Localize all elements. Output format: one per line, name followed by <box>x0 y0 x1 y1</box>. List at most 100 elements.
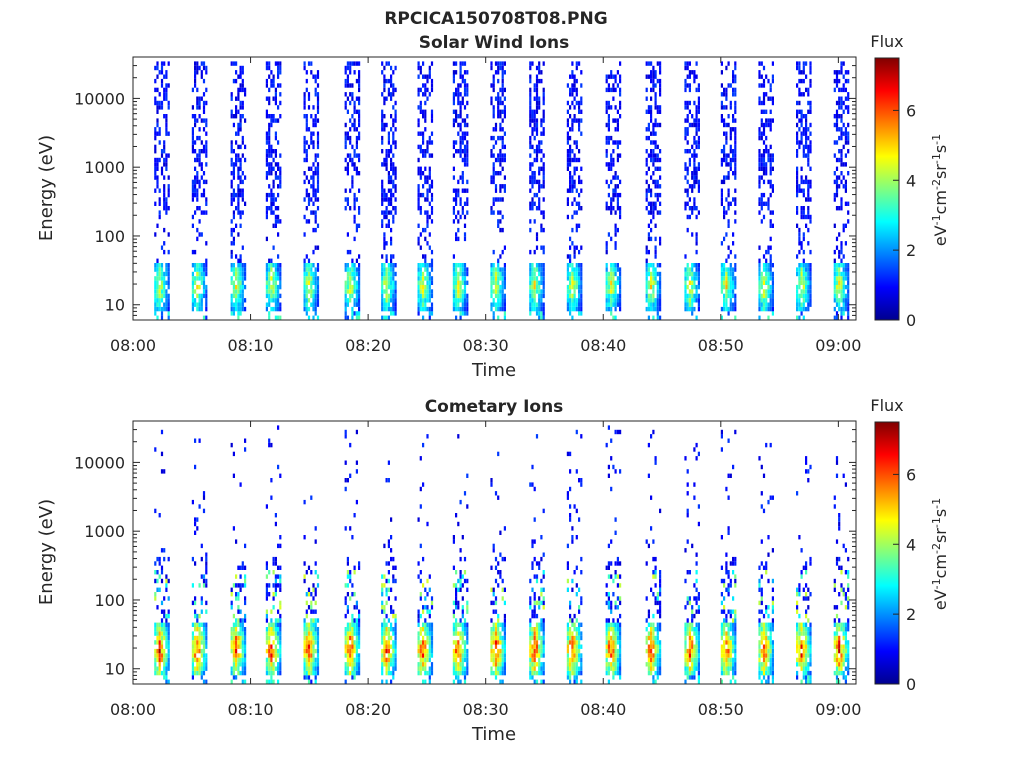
heatmap-cell <box>273 649 275 653</box>
heatmap-cell <box>168 610 170 614</box>
heatmap-cell <box>696 276 698 280</box>
heatmap-cell <box>196 636 198 640</box>
heatmap-cell <box>798 267 800 271</box>
heatmap-cell <box>306 114 308 118</box>
heatmap-cell <box>847 263 849 267</box>
heatmap-cell <box>266 61 268 65</box>
heatmap-cell <box>495 127 497 131</box>
heatmap-cell <box>268 140 270 144</box>
heatmap-cell <box>205 653 207 657</box>
heatmap-cell <box>801 294 803 298</box>
heatmap-cell <box>392 311 394 315</box>
heatmap-cell <box>763 202 765 206</box>
heatmap-cell <box>796 167 798 171</box>
heatmap-cell <box>772 263 774 267</box>
heatmap-cell <box>395 311 397 315</box>
heatmap-cell <box>652 294 654 298</box>
heatmap-cell <box>606 105 608 109</box>
heatmap-cell <box>358 171 360 175</box>
heatmap-cell <box>161 307 163 311</box>
heatmap-cell <box>462 149 464 153</box>
heatmap-cell <box>840 61 842 65</box>
heatmap-cell <box>429 276 431 280</box>
heatmap-cell <box>154 167 156 171</box>
heatmap-cell <box>235 267 237 271</box>
heatmap-cell <box>192 631 194 635</box>
heatmap-cell <box>650 140 652 144</box>
heatmap-cell <box>540 289 542 293</box>
heatmap-cell <box>770 263 772 267</box>
heatmap-cell <box>203 640 205 644</box>
heatmap-cell <box>308 566 310 570</box>
heatmap-cell <box>426 97 428 101</box>
heatmap-cell <box>499 114 501 118</box>
heatmap-cell <box>610 285 612 289</box>
heatmap-cell <box>576 276 578 280</box>
heatmap-cell <box>765 136 767 140</box>
heatmap-cell <box>388 618 390 622</box>
heatmap-cell <box>273 167 275 171</box>
heatmap-cell <box>308 667 310 671</box>
heatmap-cell <box>277 662 279 666</box>
heatmap-cell <box>610 289 612 293</box>
heatmap-cell <box>540 316 542 320</box>
heatmap-cell <box>277 105 279 109</box>
heatmap-cell <box>154 447 156 451</box>
heatmap-cell <box>453 118 455 122</box>
y-tick-label: 100 <box>94 227 125 246</box>
heatmap-cell <box>356 662 358 666</box>
heatmap-cell <box>462 189 464 193</box>
heatmap-cell <box>388 180 390 184</box>
heatmap-cell <box>242 636 244 640</box>
heatmap-cell <box>657 167 659 171</box>
heatmap-cell <box>466 281 468 285</box>
heatmap-cell <box>650 189 652 193</box>
heatmap-cell <box>502 79 504 83</box>
heatmap-cell <box>801 114 803 118</box>
heatmap-cell <box>156 66 158 70</box>
heatmap-cell <box>242 662 244 666</box>
heatmap-cell <box>531 281 533 285</box>
heatmap-cell <box>273 627 275 631</box>
heatmap-cell <box>304 272 306 276</box>
heatmap-cell <box>345 298 347 302</box>
heatmap-cell <box>431 88 433 92</box>
heatmap-cell <box>617 228 619 232</box>
heatmap-cell <box>279 83 281 87</box>
heatmap-cell <box>266 193 268 197</box>
heatmap-cell <box>840 162 842 166</box>
heatmap-cell <box>233 667 235 671</box>
heatmap-cell <box>192 114 194 118</box>
heatmap-cell <box>836 180 838 184</box>
heatmap-cell <box>347 75 349 79</box>
heatmap-cell <box>196 97 198 101</box>
heatmap-cell <box>383 574 385 578</box>
heatmap-cell <box>571 215 573 219</box>
heatmap-cell <box>420 70 422 74</box>
heatmap-cell <box>580 298 582 302</box>
heatmap-cell <box>809 250 811 254</box>
heatmap-cell <box>317 289 319 293</box>
heatmap-cell <box>201 149 203 153</box>
heatmap-cell <box>233 167 235 171</box>
heatmap-cell <box>836 316 838 320</box>
heatmap-cell <box>235 79 237 83</box>
heatmap-cell <box>192 285 194 289</box>
heatmap-cell <box>201 675 203 679</box>
heatmap-cell <box>163 175 165 179</box>
heatmap-cell <box>646 193 648 197</box>
heatmap-cell <box>840 281 842 285</box>
heatmap-cell <box>386 276 388 280</box>
heatmap-cell <box>233 623 235 627</box>
heatmap-cell <box>163 667 165 671</box>
heatmap-cell <box>424 228 426 232</box>
heatmap-cell <box>237 285 239 289</box>
heatmap-cell <box>499 127 501 131</box>
heatmap-cell <box>499 303 501 307</box>
heatmap-cell <box>306 667 308 671</box>
heatmap-cell <box>315 307 317 311</box>
heatmap-cell <box>237 662 239 666</box>
heatmap-cell <box>809 285 811 289</box>
heatmap-cell <box>310 132 312 136</box>
heatmap-cell <box>765 298 767 302</box>
